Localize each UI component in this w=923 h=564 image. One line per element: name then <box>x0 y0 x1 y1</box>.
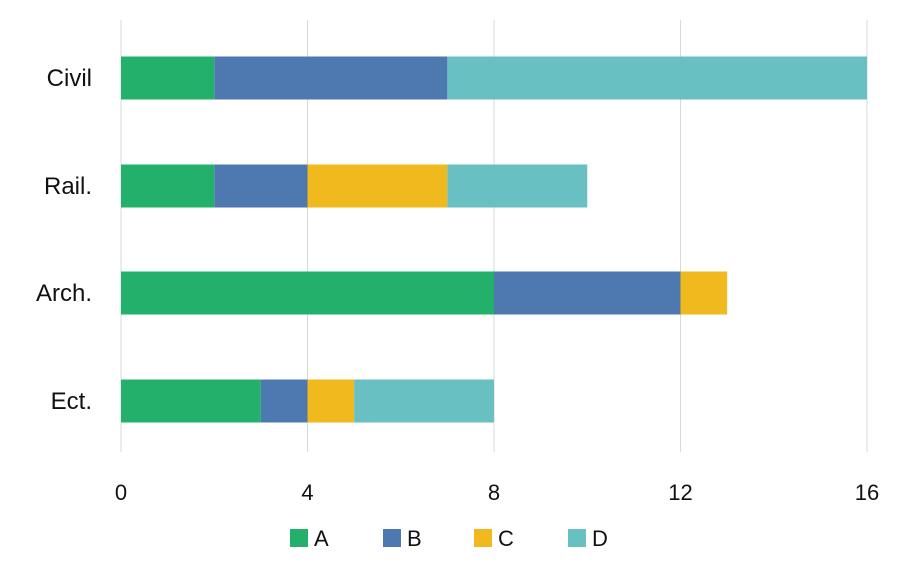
y-category-label: Arch. <box>36 280 92 307</box>
bar-b-0 <box>214 56 448 100</box>
bar-b-3 <box>260 379 308 423</box>
bar-a-3 <box>121 379 261 423</box>
bar-d-1 <box>447 164 588 208</box>
x-tick-label: 8 <box>488 480 500 505</box>
x-tick-label: 12 <box>668 480 692 505</box>
legend-swatch-d <box>568 529 586 547</box>
bar-b-2 <box>494 271 681 315</box>
bar-a-0 <box>121 56 215 100</box>
x-tick-label: 16 <box>855 480 879 505</box>
bar-a-1 <box>121 164 215 208</box>
x-tick-label: 0 <box>115 480 127 505</box>
bar-a-2 <box>121 271 494 315</box>
x-tick-label: 4 <box>301 480 313 505</box>
legend-label-b: B <box>407 526 422 551</box>
bar-c-3 <box>307 379 355 423</box>
bar-c-1 <box>307 164 448 208</box>
bar-d-3 <box>354 379 494 423</box>
bar-b-1 <box>214 164 308 208</box>
legend-label-a: A <box>314 526 329 551</box>
legend-swatch-a <box>290 529 308 547</box>
y-category-label: Rail. <box>44 173 92 200</box>
y-category-label: Ect. <box>51 388 92 415</box>
legend-label-c: C <box>498 526 514 551</box>
bar-d-0 <box>447 56 867 100</box>
legend-swatch-b <box>383 529 401 547</box>
legend: A B C D <box>290 526 608 551</box>
legend-swatch-c <box>474 529 492 547</box>
bar-c-2 <box>680 271 728 315</box>
legend-label-d: D <box>592 526 608 551</box>
bars <box>121 56 867 423</box>
y-category-label: Civil <box>47 65 92 92</box>
axis-labels: 0 4 8 12 16 Civil Rail. Arch. Ect. <box>36 65 879 505</box>
